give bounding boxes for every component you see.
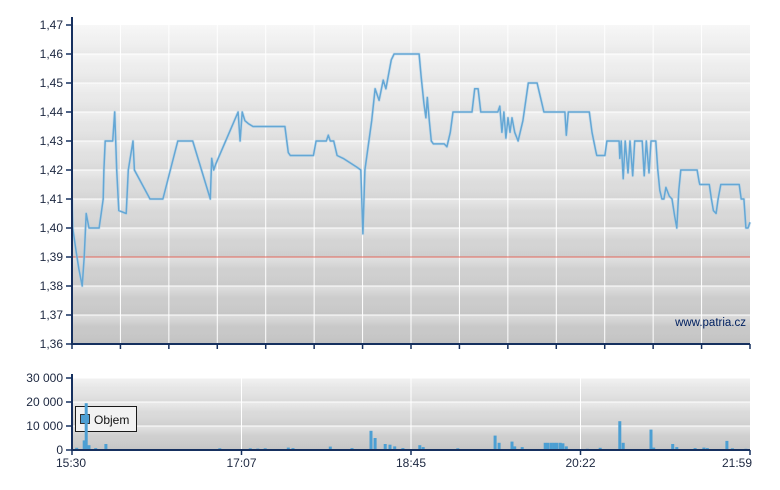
y-tick-label: 1,43 <box>40 134 64 148</box>
volume-bar <box>513 446 517 450</box>
x-tick-label: 21:59 <box>722 456 752 470</box>
volume-bar <box>510 441 514 450</box>
y-tick-label: 1,41 <box>40 192 64 206</box>
volume-bar <box>558 442 562 450</box>
y-tick-label: 10 000 <box>26 419 63 433</box>
y-tick-label: 1,47 <box>40 18 64 32</box>
volume-bar <box>543 442 547 450</box>
legend-label: Objem <box>94 413 129 427</box>
y-tick-label: 1,46 <box>40 47 64 61</box>
y-tick-label: 0 <box>56 443 63 457</box>
volume-bar <box>555 442 559 450</box>
volume-bar <box>618 421 622 450</box>
volume-bar <box>418 445 422 450</box>
x-tick-label: 17:07 <box>226 456 256 470</box>
volume-bar <box>549 442 553 450</box>
volume-axes: 30 000 20 000 10 000 0 <box>26 371 751 457</box>
volume-bar <box>286 447 290 450</box>
y-tick-label: 1,42 <box>40 163 64 177</box>
volume-bar <box>598 447 602 450</box>
volume-bar <box>393 446 397 450</box>
y-tick-label: 20 000 <box>26 395 63 409</box>
volume-bar <box>497 442 501 450</box>
volume-bar <box>84 403 88 450</box>
volume-bar <box>82 440 86 450</box>
price-plot-area <box>70 25 752 344</box>
price-axes: 1,47 1,46 1,45 1,44 1,43 1,42 1,41 1,40 1,39 1,38… <box>40 17 751 351</box>
volume-bar <box>552 442 556 450</box>
volume-bar <box>546 442 550 450</box>
volume-bar <box>493 435 497 450</box>
y-tick-label: 30 000 <box>26 371 63 385</box>
volume-bar <box>383 444 387 450</box>
price-line <box>71 53 751 287</box>
volume-bar <box>328 446 332 450</box>
y-tick-label: 1,45 <box>40 76 64 90</box>
y-tick-label: 1,39 <box>40 250 64 264</box>
volume-bar <box>561 443 565 450</box>
x-tick-label: 18:45 <box>396 456 426 470</box>
volume-bar <box>520 447 524 450</box>
volume-bar <box>725 440 729 450</box>
volume-bar <box>649 429 653 450</box>
y-tick-label: 1,38 <box>40 279 64 293</box>
volume-legend: Objem <box>75 406 137 432</box>
volume-bar <box>369 430 373 450</box>
volume-bar <box>75 447 79 450</box>
volume-bar <box>421 447 425 450</box>
y-tick-label: 1,44 <box>40 105 64 119</box>
y-tick-label: 1,37 <box>40 308 64 322</box>
watermark-text: www.patria.cz <box>674 317 746 329</box>
volume-bar <box>652 447 656 450</box>
y-tick-label: 1,36 <box>40 337 64 351</box>
volume-plot-area <box>72 377 750 450</box>
x-tick-label: 15:30 <box>56 456 86 470</box>
volume-bar <box>373 438 377 450</box>
y-tick-label: 1,40 <box>40 221 64 235</box>
volume-bar <box>87 445 91 450</box>
volume-bar <box>388 444 392 450</box>
x-tick-label: 20:22 <box>565 456 595 470</box>
x-axis-labels: 15:30 17:07 18:45 20:22 21:59 <box>56 456 752 470</box>
volume-bar <box>564 446 568 450</box>
volume-bar <box>675 447 679 450</box>
volume-bar <box>621 442 625 450</box>
volume-bar <box>702 447 706 450</box>
volume-bar <box>104 444 108 450</box>
volume-bar <box>671 444 675 450</box>
